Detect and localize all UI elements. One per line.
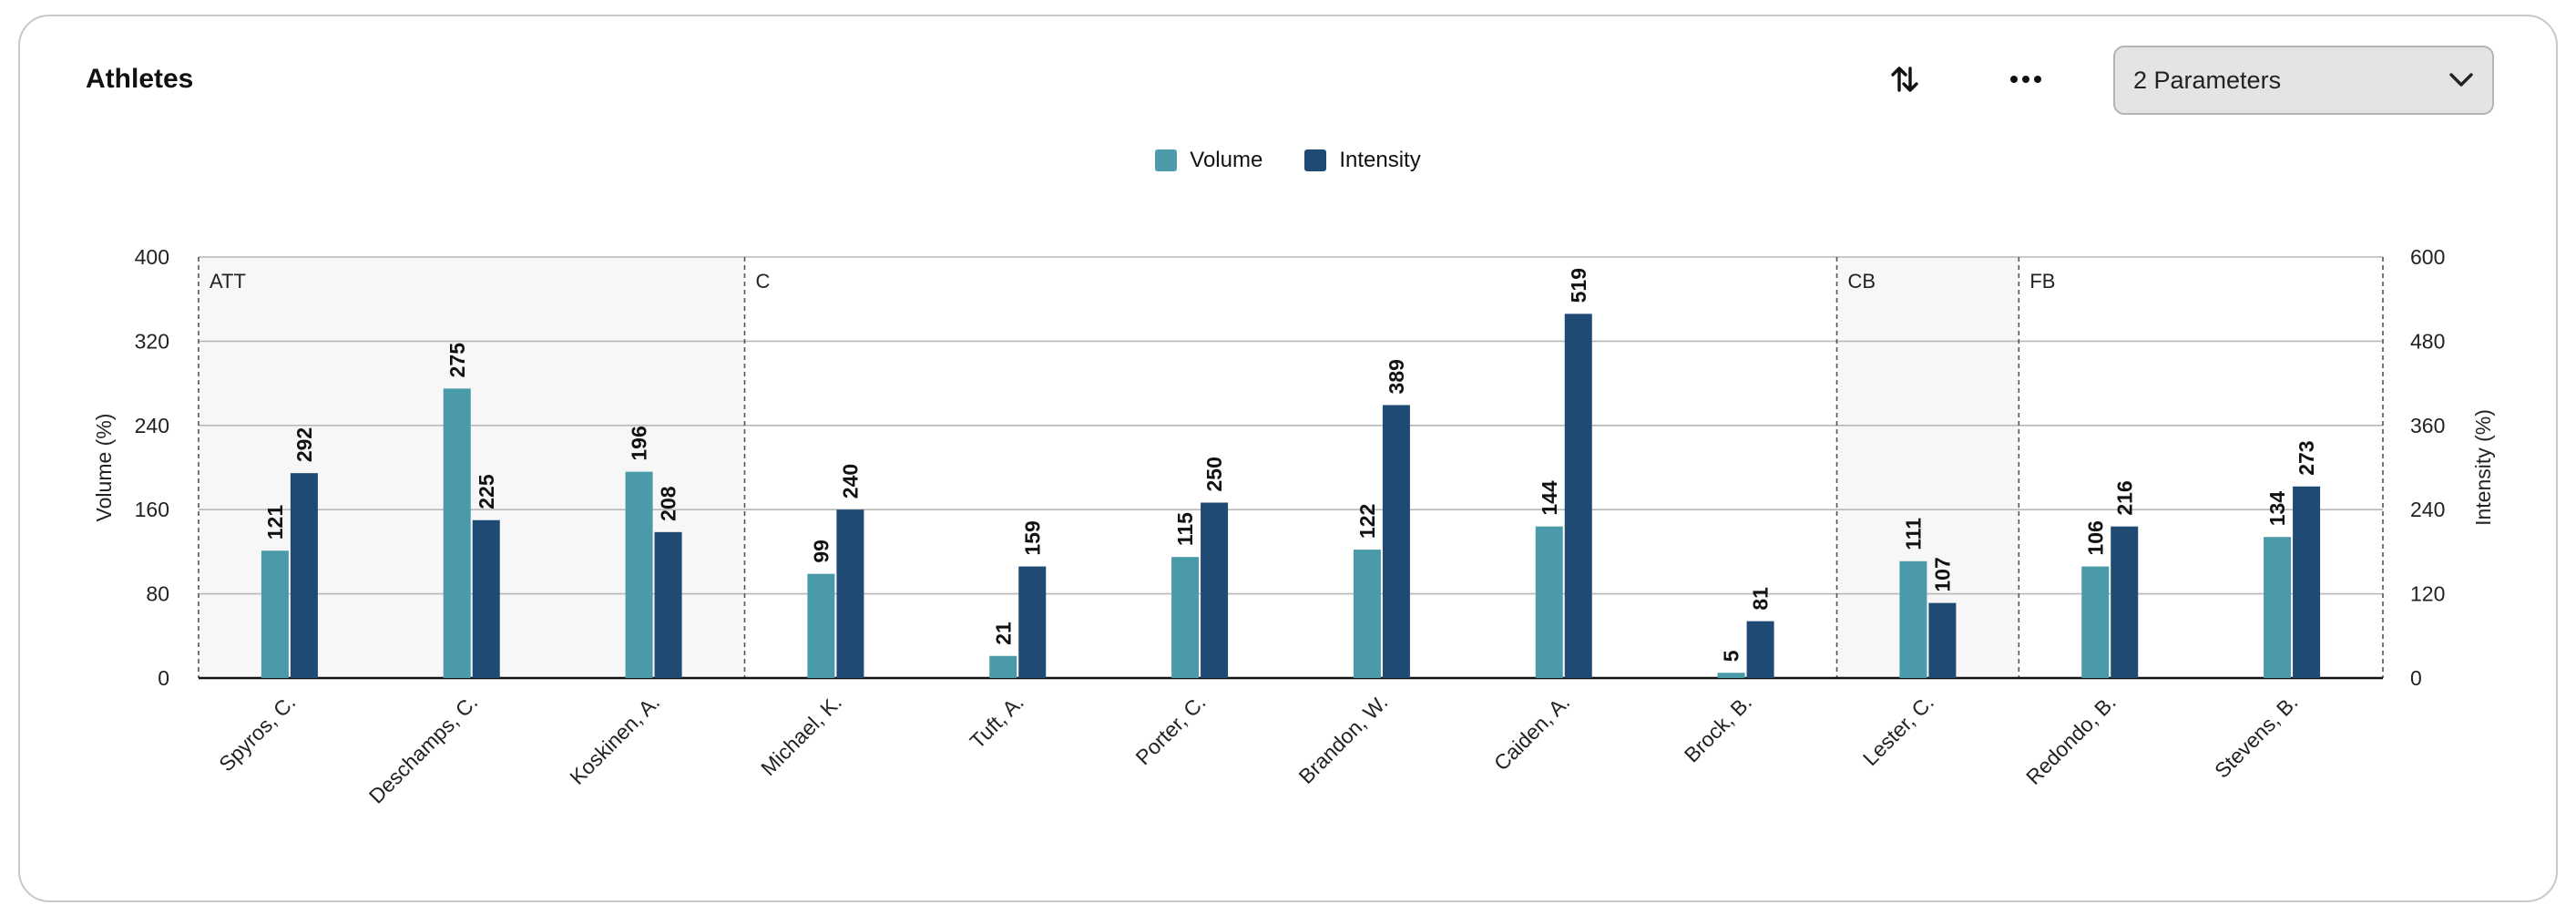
bar-volume: [443, 388, 471, 678]
bar-intensity: [1746, 621, 1774, 678]
x-tick-label: Porter, C.: [1131, 690, 1211, 769]
bar-intensity: [2111, 526, 2139, 678]
x-tick-label: Caiden, A.: [1489, 690, 1574, 775]
y-left-axis-title: Volume (%): [92, 414, 116, 522]
parameters-select[interactable]: 2 Parameters: [2113, 46, 2494, 115]
group-label-fb: FB: [2029, 270, 2055, 293]
x-tick-label: Deschamps, C.: [364, 690, 483, 808]
bar-intensity: [654, 531, 682, 678]
data-label-volume: 144: [1538, 480, 1561, 516]
data-label-volume: 122: [1355, 504, 1379, 539]
group-label-c: C: [756, 270, 771, 293]
bar-volume: [1717, 673, 1745, 678]
bar-volume: [1899, 560, 1927, 678]
bar-intensity: [290, 473, 318, 678]
y-right-tick-label: 480: [2410, 329, 2445, 353]
y-left-tick-label: 160: [135, 498, 169, 521]
data-label-intensity: 240: [838, 464, 862, 499]
bar-volume: [1353, 550, 1381, 678]
data-label-volume: 134: [2265, 491, 2289, 527]
bar-volume: [261, 550, 289, 678]
data-label-intensity: 107: [1930, 557, 1954, 591]
data-label-intensity: 273: [2295, 440, 2318, 475]
x-tick-label: Spyros, C.: [214, 690, 300, 776]
legend-label-volume: Volume: [1190, 148, 1263, 172]
data-label-intensity: 250: [1202, 457, 1226, 491]
parameters-select-value: 2 Parameters: [2133, 66, 2282, 94]
x-tick-label: Redondo, B.: [2021, 690, 2121, 789]
x-tick-label: Lester, C.: [1858, 690, 1938, 770]
data-label-intensity: 159: [1020, 520, 1044, 555]
group-band-cb: [1836, 257, 2019, 678]
bar-intensity: [1928, 602, 1957, 678]
y-right-tick-label: 360: [2410, 414, 2445, 437]
data-label-intensity: 81: [1749, 587, 1773, 611]
bar-intensity: [1382, 405, 1410, 678]
bar-intensity: [1018, 566, 1047, 678]
y-right-axis-title: Intensity (%): [2471, 409, 2495, 526]
bar-volume: [989, 655, 1017, 678]
bar-volume: [1171, 557, 1200, 678]
bar-intensity: [836, 509, 864, 678]
legend-label-intensity: Intensity: [1339, 148, 1421, 172]
y-left-tick-label: 240: [135, 414, 169, 437]
card-title: Athletes: [86, 64, 194, 94]
bar-volume: [625, 471, 653, 678]
data-label-intensity: 292: [292, 427, 316, 462]
group-label-att: ATT: [210, 270, 246, 293]
more-options-button[interactable]: [2001, 55, 2050, 104]
y-left-tick-label: 0: [158, 666, 169, 690]
legend-item-intensity[interactable]: Intensity: [1304, 148, 1421, 173]
chart-legend: Volume Intensity: [0, 148, 2576, 173]
y-right-tick-label: 240: [2410, 498, 2445, 521]
x-tick-label: Tuft, A.: [965, 690, 1027, 753]
data-label-intensity: 216: [2112, 480, 2136, 515]
group-label-cb: CB: [1848, 270, 1876, 293]
group-band-att: [199, 257, 745, 678]
bar-intensity: [1201, 502, 1229, 678]
data-label-intensity: 208: [657, 486, 680, 521]
bar-intensity: [2293, 486, 2321, 678]
bar-volume: [1535, 526, 1563, 678]
legend-swatch-intensity: [1304, 149, 1327, 171]
more-horizontal-icon: [2010, 76, 2041, 83]
y-left-tick-label: 400: [135, 245, 169, 269]
x-tick-label: Brock, B.: [1680, 690, 1756, 766]
data-label-volume: 21: [991, 622, 1015, 645]
chevron-down-icon: [2449, 73, 2473, 87]
data-label-volume: 111: [1901, 518, 1925, 550]
bar-intensity: [1564, 314, 1592, 678]
sort-button[interactable]: [1880, 55, 1929, 104]
bar-volume: [2264, 537, 2292, 678]
legend-item-volume[interactable]: Volume: [1155, 148, 1262, 173]
x-tick-label: Stevens, B.: [2210, 690, 2303, 783]
x-tick-label: Koskinen, A.: [565, 690, 664, 789]
data-label-volume: 99: [809, 540, 833, 563]
data-label-volume: 196: [628, 426, 651, 460]
data-label-volume: 106: [2083, 520, 2107, 555]
data-label-volume: 5: [1720, 650, 1743, 662]
y-left-tick-label: 80: [146, 582, 169, 606]
bar-volume: [807, 573, 835, 678]
data-label-volume: 121: [263, 505, 287, 540]
sort-arrows-icon: [1891, 67, 1918, 92]
bar-volume: [2081, 566, 2110, 678]
y-right-tick-label: 600: [2410, 245, 2445, 269]
legend-swatch-volume: [1155, 149, 1178, 171]
x-tick-label: Michael, K.: [756, 690, 846, 780]
data-label-intensity: 519: [1567, 268, 1590, 303]
data-label-intensity: 225: [475, 474, 498, 509]
bar-intensity: [472, 519, 500, 678]
data-label-intensity: 389: [1385, 359, 1408, 394]
x-tick-label: Brandon, W.: [1294, 690, 1393, 788]
y-left-tick-label: 320: [135, 329, 169, 353]
data-label-volume: 275: [445, 343, 469, 378]
y-right-tick-label: 0: [2410, 666, 2422, 690]
data-label-volume: 115: [1173, 512, 1197, 546]
y-right-tick-label: 120: [2410, 582, 2445, 606]
